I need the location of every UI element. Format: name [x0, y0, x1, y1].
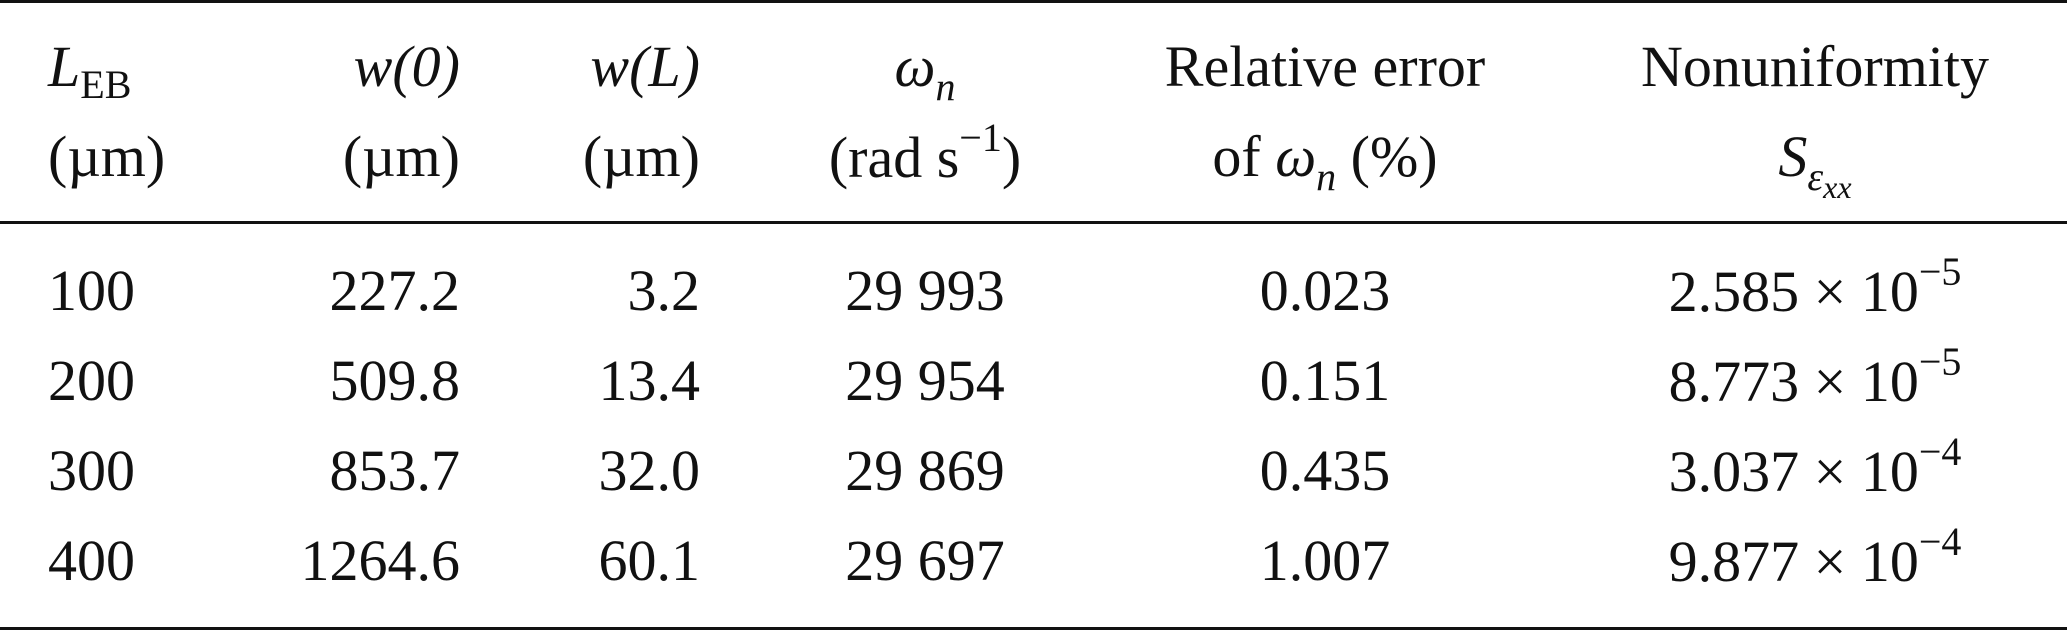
header-omega: ωn — [894, 34, 956, 109]
header-wL-unit: (µm) — [582, 124, 700, 189]
cell-omega: 29 954 — [845, 348, 1005, 413]
header-length-unit: (µm) — [48, 124, 166, 189]
cell-wL: 3.2 — [627, 258, 701, 323]
header-rule — [0, 221, 2067, 224]
top-rule — [0, 0, 2067, 3]
cell-w0: 509.8 — [329, 348, 461, 413]
cell-relative-error: 0.435 — [1259, 438, 1391, 503]
cell-length: 200 — [48, 348, 135, 413]
cell-w0: 1264.6 — [300, 528, 461, 593]
cell-relative-error: 0.151 — [1259, 348, 1391, 413]
cell-nonuniformity: 3.037 × 10−4 — [1668, 429, 1962, 504]
cell-w0: 853.7 — [329, 438, 461, 503]
header-w0-unit: (µm) — [342, 124, 460, 189]
header-nonuniformity-symbol: Sεxx — [1778, 124, 1852, 205]
cell-wL: 60.1 — [598, 528, 701, 593]
cell-length: 400 — [48, 528, 135, 593]
cell-w0: 227.2 — [329, 258, 461, 323]
header-length: LEB — [48, 34, 132, 107]
cell-wL: 32.0 — [598, 438, 701, 503]
bottom-rule — [0, 627, 2067, 630]
cell-wL: 13.4 — [598, 348, 701, 413]
cell-nonuniformity: 8.773 × 10−5 — [1668, 339, 1962, 414]
cell-length: 100 — [48, 258, 135, 323]
cell-length: 300 — [48, 438, 135, 503]
header-relative-error-line2: of ωn (%) — [1212, 124, 1438, 199]
header-w0: w(0) — [353, 34, 460, 99]
cell-relative-error: 0.023 — [1259, 258, 1391, 323]
cell-omega: 29 869 — [845, 438, 1005, 503]
header-relative-error: Relative error — [1164, 34, 1486, 99]
header-nonuniformity: Nonuniformity — [1641, 34, 1989, 99]
cell-omega: 29 993 — [845, 258, 1005, 323]
cell-nonuniformity: 2.585 × 10−5 — [1668, 249, 1962, 324]
header-wL: w(L) — [590, 34, 700, 99]
header-omega-unit: (rad s−1) — [828, 115, 1022, 190]
cell-nonuniformity: 9.877 × 10−4 — [1668, 519, 1962, 594]
cell-relative-error: 1.007 — [1259, 528, 1391, 593]
cell-omega: 29 697 — [845, 528, 1005, 593]
